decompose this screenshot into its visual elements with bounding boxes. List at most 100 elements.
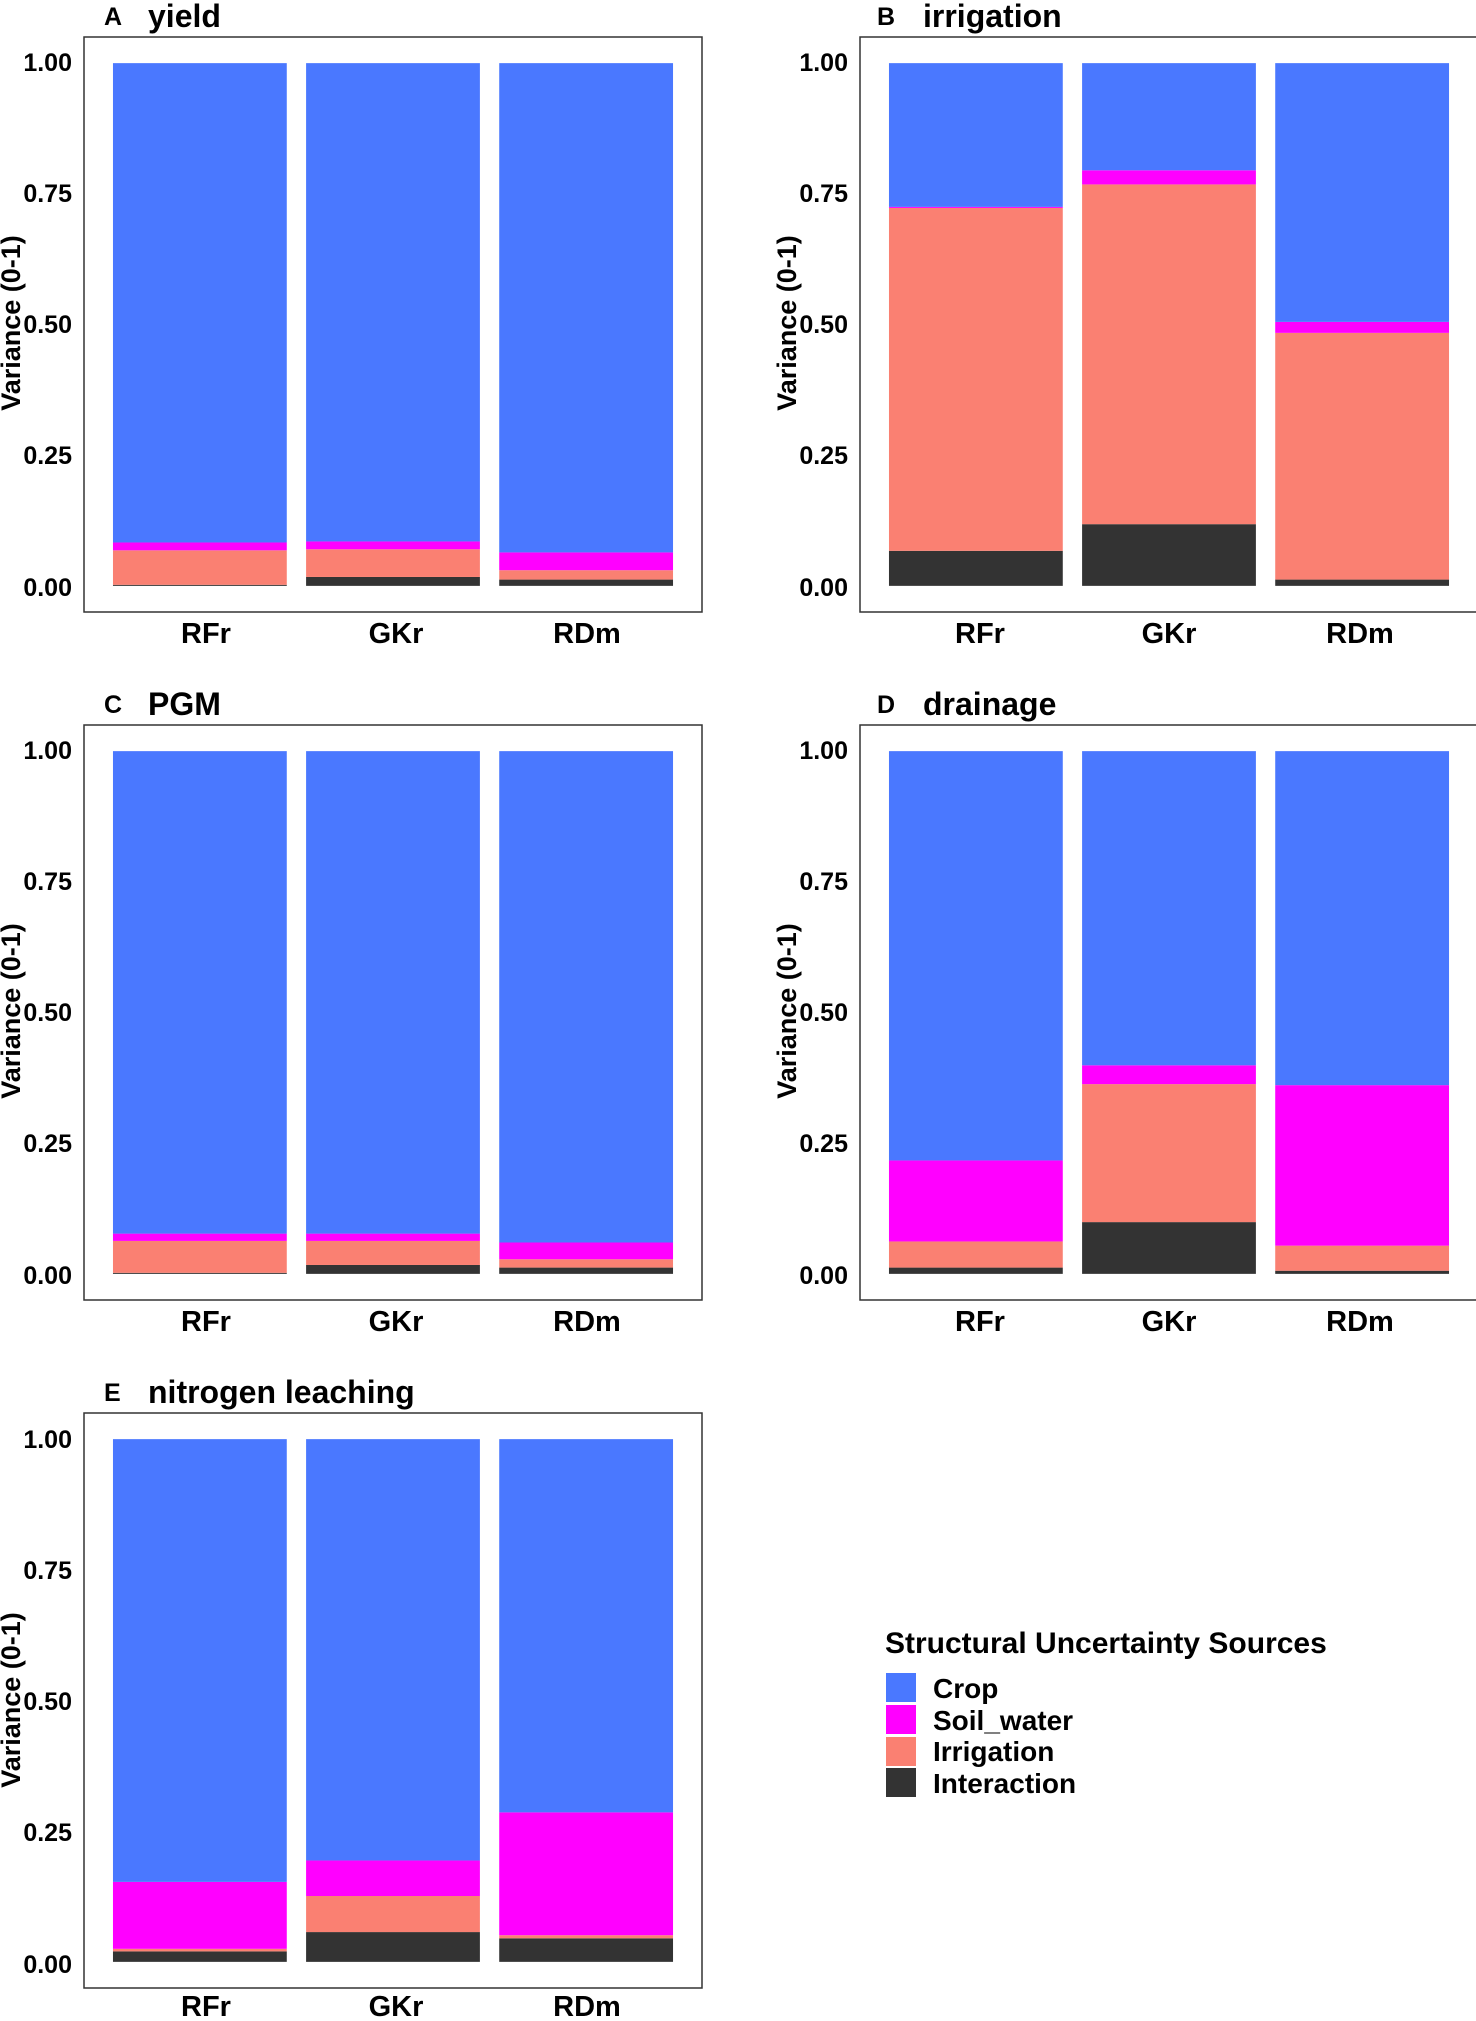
y-tick-label: 0.75 (799, 180, 848, 208)
y-tick-label: 0.75 (23, 1557, 72, 1585)
y-tick-label: 0.00 (799, 574, 848, 602)
y-tick-label: 1.00 (799, 49, 848, 77)
bar-segment-rfr-irrigation (112, 1240, 287, 1273)
panel-a-title: yield (148, 0, 221, 34)
bar-segment-gkr-crop (1082, 751, 1256, 1066)
bar-segment-rdm-irrigation (1275, 1245, 1450, 1271)
panel-c-y-axis: 1.00 0.75 0.50 0.25 0.00 Variance (0-1) (0, 737, 72, 1290)
legend-label-irrigation: Irrigation (933, 1736, 1054, 1767)
bar-segment-rfr-crop (112, 63, 287, 543)
legend-label-interaction: Interaction (933, 1768, 1076, 1799)
legend-item-irrigation: Irrigation (886, 1736, 1054, 1767)
bar-segment-gkr-interaction (1082, 1222, 1256, 1274)
bar-segment-rdm-irrigation (499, 1259, 674, 1268)
bar-segment-rfr-crop (888, 751, 1063, 1161)
x-tick-label: GKr (369, 618, 424, 650)
bar-segment-gkr-crop (1082, 63, 1256, 171)
panel-d-y-axis-label: Variance (0-1) (772, 923, 802, 1099)
y-tick-label: 1.00 (23, 1426, 72, 1454)
panel-c-letter: C (104, 691, 122, 719)
bar-segment-gkr-irrigation (1082, 1084, 1256, 1223)
bar-segment-gkr-interaction (1082, 524, 1256, 586)
bar-segment-rdm-interaction (1275, 1270, 1450, 1274)
bar-segment-rdm-irrigation (499, 1935, 674, 1939)
y-tick-label: 0.50 (23, 1688, 72, 1716)
bar-segment-gkr-soil-water (1082, 1065, 1256, 1085)
panel-a: A yield 1.00 0.75 0.50 0.25 0.00 Varianc… (0, 0, 703, 650)
bar-segment-rdm-soil-water (1275, 321, 1450, 333)
panel-c-bars (112, 751, 674, 1274)
bar-segment-rfr-irrigation (112, 1948, 287, 1952)
panel-d: D drainage 1.00 0.75 0.50 0.25 0.00 Vari… (772, 686, 1476, 1338)
x-tick-label: RDm (1326, 1306, 1394, 1338)
bar-segment-rdm-crop (499, 751, 674, 1243)
x-tick-label: RFr (181, 1991, 231, 2021)
panel-e-bars (112, 1439, 674, 1962)
x-tick-label: RFr (955, 618, 1005, 650)
y-tick-label: 0.75 (23, 868, 72, 896)
x-tick-label: GKr (1142, 1306, 1197, 1338)
panel-b-bars (888, 63, 1450, 586)
bar-segment-rdm-soil-water (1275, 1085, 1450, 1246)
panel-d-bars (888, 751, 1450, 1274)
panel-e-y-axis-label: Variance (0-1) (0, 1612, 26, 1788)
x-tick-label: RFr (181, 1306, 231, 1338)
legend-item-soil-water: Soil_water (886, 1705, 1073, 1736)
bar-segment-rfr-soil-water (112, 1881, 287, 1949)
panel-a-bars (112, 63, 674, 586)
bar-segment-rfr-interaction (112, 1951, 287, 1962)
y-tick-label: 0.50 (799, 999, 848, 1027)
bar-segment-gkr-soil-water (1082, 170, 1256, 185)
y-tick-label: 0.50 (23, 999, 72, 1027)
panel-e-letter: E (104, 1379, 121, 1407)
bar-segment-gkr-soil-water (306, 1233, 480, 1241)
legend-item-interaction: Interaction (886, 1768, 1076, 1799)
panel-a-x-axis: RFr GKr RDm (181, 618, 621, 650)
bar-segment-rdm-crop (1275, 63, 1450, 322)
legend-label-soil-water: Soil_water (933, 1705, 1073, 1736)
bar-segment-rfr-soil-water (112, 1233, 287, 1241)
y-tick-label: 0.25 (799, 442, 848, 470)
bar-segment-rdm-crop (499, 63, 674, 553)
legend-swatch-crop (886, 1673, 916, 1702)
legend-swatch-irrigation (886, 1737, 916, 1766)
bar-segment-rdm-soil-water (499, 1242, 674, 1260)
panel-d-y-axis: 1.00 0.75 0.50 0.25 0.00 Variance (0-1) (772, 737, 848, 1290)
bar-segment-gkr-irrigation (1082, 184, 1256, 525)
panel-a-y-axis: 1.00 0.75 0.50 0.25 0.00 Variance (0-1) (0, 49, 72, 602)
panel-b-y-axis-label: Variance (0-1) (772, 235, 802, 411)
bar-segment-rfr-crop (112, 751, 287, 1234)
y-tick-label: 1.00 (23, 49, 72, 77)
x-tick-label: RFr (955, 1306, 1005, 1338)
bar-segment-gkr-crop (306, 63, 480, 542)
y-tick-label: 0.50 (799, 311, 848, 339)
y-tick-label: 0.00 (23, 574, 72, 602)
bar-segment-rfr-irrigation (888, 1241, 1063, 1268)
y-tick-label: 0.00 (799, 1262, 848, 1290)
legend-swatch-interaction (886, 1768, 916, 1797)
panel-a-letter: A (104, 3, 122, 31)
bar-segment-rdm-crop (1275, 751, 1450, 1086)
y-tick-label: 0.50 (23, 311, 72, 339)
panel-c-title: PGM (148, 686, 221, 722)
legend-title: Structural Uncertainty Sources (885, 1627, 1327, 1660)
bar-segment-gkr-interaction (306, 1932, 480, 1962)
y-tick-label: 0.00 (23, 1951, 72, 1979)
bar-segment-rfr-soil-water (112, 542, 287, 551)
x-tick-label: RDm (553, 618, 621, 650)
bar-segment-rfr-interaction (888, 550, 1063, 586)
bar-segment-rdm-soil-water (499, 1812, 674, 1936)
bar-segment-rfr-soil-water (888, 1160, 1063, 1242)
bar-segment-rfr-interaction (112, 1272, 287, 1274)
bar-segment-rfr-crop (112, 1439, 287, 1882)
bar-segment-rdm-crop (499, 1439, 674, 1813)
bar-segment-rdm-irrigation (499, 570, 674, 580)
bar-segment-rdm-interaction (499, 1938, 674, 1962)
bar-segment-rfr-interaction (888, 1267, 1063, 1274)
legend-item-crop: Crop (886, 1673, 998, 1704)
panel-d-letter: D (877, 691, 895, 719)
bar-segment-rfr-soil-water (888, 206, 1063, 208)
x-tick-label: RFr (181, 618, 231, 650)
panel-b: B irrigation 1.00 0.75 0.50 0.25 0.00 Va… (772, 0, 1476, 650)
bar-segment-rdm-interaction (499, 1267, 674, 1274)
